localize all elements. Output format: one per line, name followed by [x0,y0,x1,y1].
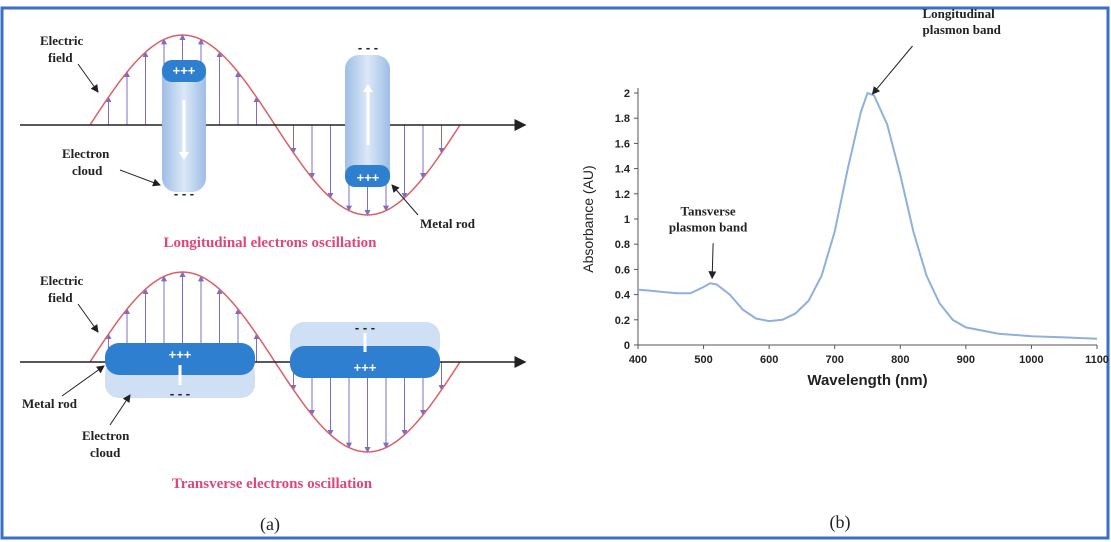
label: cloud [90,445,121,460]
x-tick-label: 800 [891,354,909,366]
pointer [62,366,104,396]
y-tick-label: 0.2 [615,315,630,327]
y-tick-label: 0.6 [615,264,630,276]
label: field [48,290,73,305]
y-tick-label: 0.4 [615,290,631,302]
pointer [78,64,98,92]
caption: Transverse electrons oscillation [172,476,373,492]
x-tick-label: 900 [957,354,975,366]
label: cloud [72,163,103,178]
y-tick-label: 1.2 [615,189,630,201]
annotation-arrow [712,243,713,278]
annotation: plasmon band [923,22,1002,37]
charge: +++ [173,63,196,78]
label: Metal rod [420,216,476,231]
panel-b: (b) 0 0.2 0.4 0.6 0.8 1 1.2 1.4 1.6 1.8 2 400 500 600… [580,6,1109,533]
y-tick-label: 0.8 [615,239,630,251]
charge: - - - [358,40,378,55]
charge: +++ [354,360,377,375]
panel-a: +++ - - - - - - +++ +++ - - - - - - +++ … [20,33,525,535]
annotation: Longitudinal [923,6,996,21]
label: Electron [82,428,130,443]
x-tick-label: 600 [760,354,778,366]
pointer [78,304,98,332]
pointer [120,170,160,185]
x-tick-label: 1100 [1085,354,1109,366]
figure: +++ - - - - - - +++ +++ - - - - - - +++ … [0,0,1111,542]
x-axis-label: Wavelength (nm) [807,372,927,389]
label: field [48,50,73,65]
y-axis-label: Absorbance (AU) [580,165,596,272]
pointer [110,395,130,425]
x-tick-label: 400 [629,354,647,366]
annotation-arrow [873,46,913,94]
charge: - - - [355,320,375,335]
x-tick-label: 500 [694,354,712,366]
label: Electron [62,146,110,161]
annotation: plasmon band [669,219,748,234]
y-tick-label: 1.4 [615,164,631,176]
charge: - - - [174,186,194,201]
caption: Longitudinal electrons oscillation [163,235,377,251]
y-tick-label: 1.6 [615,138,630,150]
label: Electric [40,33,84,48]
x-tick-label: 1000 [1019,354,1043,366]
y-tick-label: 0 [624,340,630,352]
charge: +++ [357,170,380,185]
label: Metal rod [22,396,78,411]
charge: - - - [170,386,190,401]
panel-label: (b) [830,512,851,533]
y-tick-label: 1 [624,214,630,226]
x-tick-label: 700 [826,354,844,366]
annotation: Tansverse [681,203,736,218]
charge: +++ [169,347,192,362]
y-tick-label: 2 [624,88,630,100]
y-tick-label: 1.8 [615,113,630,125]
panel-label: (a) [260,514,280,535]
label: Electric [40,273,84,288]
